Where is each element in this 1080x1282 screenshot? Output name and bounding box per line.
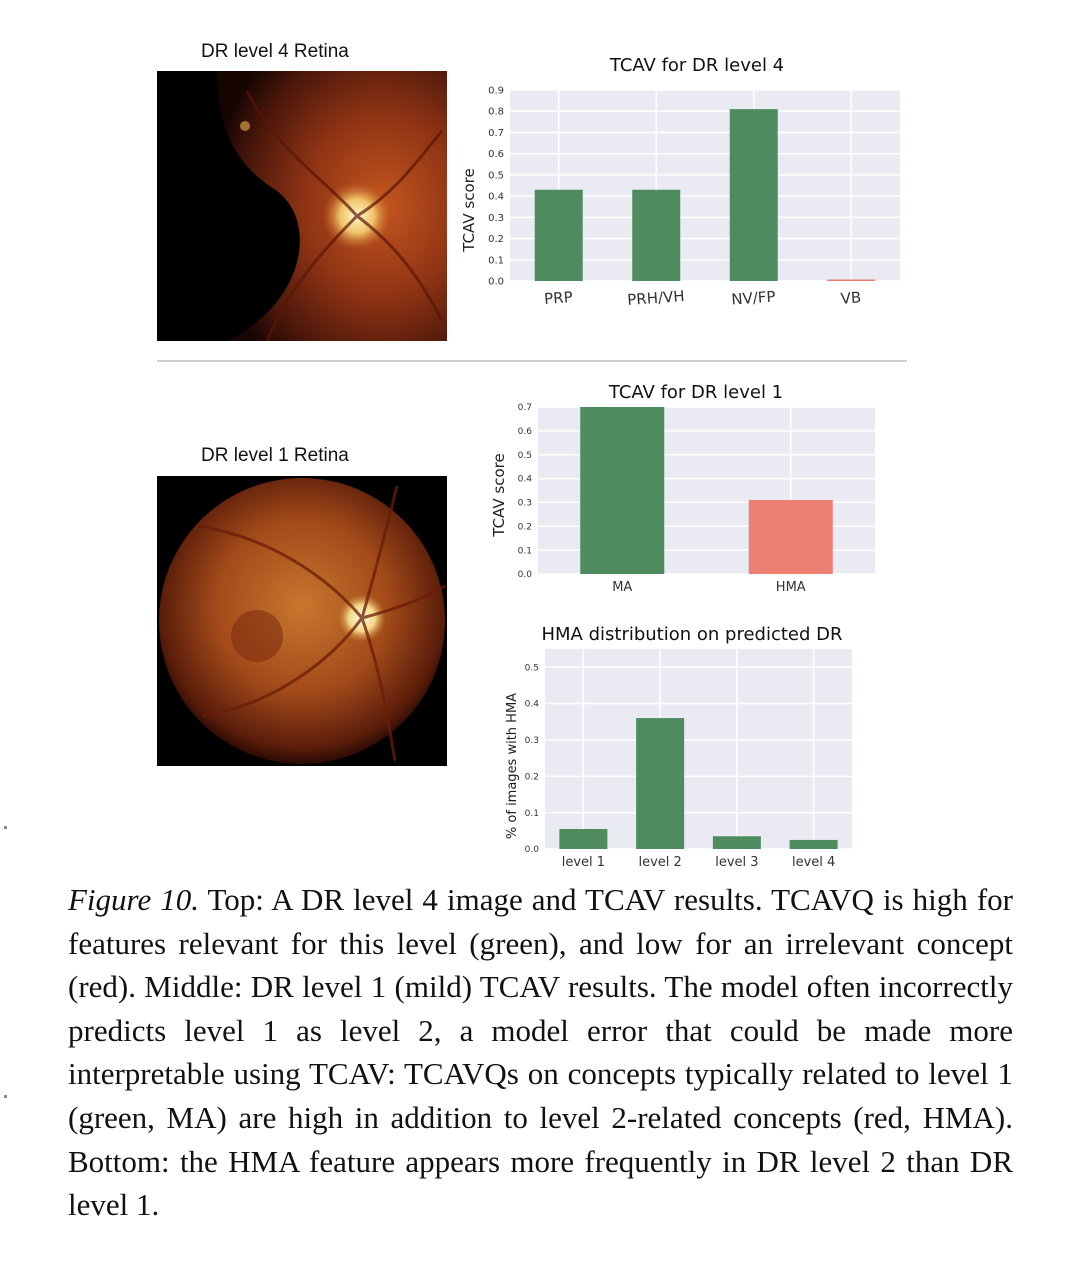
x-tick-label: HMA <box>776 580 806 595</box>
y-axis-label: TCAV score <box>490 453 508 537</box>
x-tick-label: MA <box>612 580 632 595</box>
chart-title: TCAV for DR level 4 <box>609 55 784 76</box>
retina-level1-drawing <box>157 476 447 766</box>
chart-title: TCAV for DR level 1 <box>608 382 783 403</box>
x-tick-label: level 1 <box>562 855 605 870</box>
y-tick-label: 0.7 <box>488 128 504 139</box>
bar-vb <box>827 279 876 281</box>
y-tick-label: 0.7 <box>518 403 532 413</box>
figure-label: Figure 10. <box>68 882 200 917</box>
bar-hma <box>748 500 833 574</box>
retina-level4-drawing <box>157 71 447 341</box>
bar-prh-vh <box>632 189 681 281</box>
y-tick-label: 0.0 <box>488 277 504 288</box>
y-tick-label: 0.6 <box>518 427 533 437</box>
y-tick-label: 0.3 <box>488 213 504 224</box>
y-tick-label: 0.4 <box>525 700 540 710</box>
bar-nv-fp <box>729 109 778 281</box>
bar-ma <box>580 407 665 574</box>
bar-level-2 <box>636 718 685 849</box>
y-tick-label: 0.0 <box>518 570 533 580</box>
bar-level-4 <box>789 839 838 849</box>
x-tick-label: PRP <box>544 288 574 308</box>
y-axis-label: % of images with HMA <box>505 693 520 839</box>
y-tick-label: 0.5 <box>525 663 539 673</box>
y-tick-label: 0.6 <box>488 149 504 160</box>
y-tick-label: 0.5 <box>488 170 504 181</box>
page-edge-mark <box>4 826 7 829</box>
y-tick-label: 0.1 <box>488 255 504 266</box>
retina-level1-image <box>157 476 447 766</box>
plot-area: 0.0 0.1 0.2 0.3 0.4 0.5 level 1 level 2 level 3 l… <box>525 649 852 870</box>
y-axis-label: TCAV score <box>460 168 478 252</box>
caption-subscript: Q <box>851 882 874 917</box>
y-tick-label: 0.4 <box>518 475 533 485</box>
figure-caption: Figure 10. Top: A DR level 4 image and T… <box>68 878 1013 1227</box>
chart-tcav-level1: TCAV for DR level 1 TCAV score 0.0 0.1 0.2… <box>490 382 875 595</box>
x-tick-label: VB <box>840 288 862 307</box>
y-tick-label: 0.2 <box>518 522 532 532</box>
y-tick-label: 0.9 <box>488 86 504 97</box>
retina-level4-image <box>157 71 447 341</box>
chart-hma-distribution: HMA distribution on predicted DR % of im… <box>505 624 852 870</box>
y-tick-label: 0.3 <box>518 499 532 509</box>
y-tick-label: 0.1 <box>525 809 539 819</box>
y-tick-label: 0.8 <box>488 107 504 118</box>
bar-level-3 <box>712 836 761 849</box>
y-tick-label: 0.2 <box>525 772 539 782</box>
section-divider <box>157 360 907 362</box>
x-tick-label: PRH/VH <box>627 287 685 309</box>
retina-bottom-title: DR level 1 Retina <box>201 445 349 466</box>
page-edge-mark <box>4 1095 7 1098</box>
x-tick-label: level 3 <box>715 855 758 870</box>
x-tick-label: level 4 <box>792 855 835 870</box>
x-tick-label: NV/FP <box>731 287 776 308</box>
y-tick-label: 0.2 <box>488 234 504 245</box>
x-tick-label: level 2 <box>638 855 681 870</box>
caption-text: s on concepts typically related to level… <box>68 1056 1014 1223</box>
retina-top-title: DR level 4 Retina <box>201 41 349 62</box>
bar-prp <box>534 189 583 281</box>
y-tick-label: 0.5 <box>518 451 532 461</box>
caption-text: Top: A DR level 4 image and TCAV results… <box>199 882 852 917</box>
y-tick-label: 0.4 <box>488 192 504 203</box>
caption-text: is high for features relevant for this l… <box>68 882 1013 1092</box>
bar-level-1 <box>559 829 608 849</box>
chart-title: HMA distribution on predicted DR <box>541 624 842 645</box>
plot-area: 0.0 0.1 0.2 0.3 0.4 0.5 0.6 0.7 MA HMA <box>518 403 875 595</box>
caption-subscript: Q <box>484 1056 507 1092</box>
y-tick-label: 0.3 <box>525 736 539 746</box>
chart-tcav-level4: TCAV for DR level 4 TCAV score 0.0 0.1 0.2… <box>460 55 900 309</box>
plot-area: 0.0 0.1 0.2 0.3 0.4 0.5 0.6 0.7 0.8 0.9 PRP PRH/VH N… <box>488 86 900 309</box>
plot-background <box>545 649 852 849</box>
y-tick-label: 0.0 <box>525 845 540 855</box>
y-tick-label: 0.1 <box>518 546 532 556</box>
